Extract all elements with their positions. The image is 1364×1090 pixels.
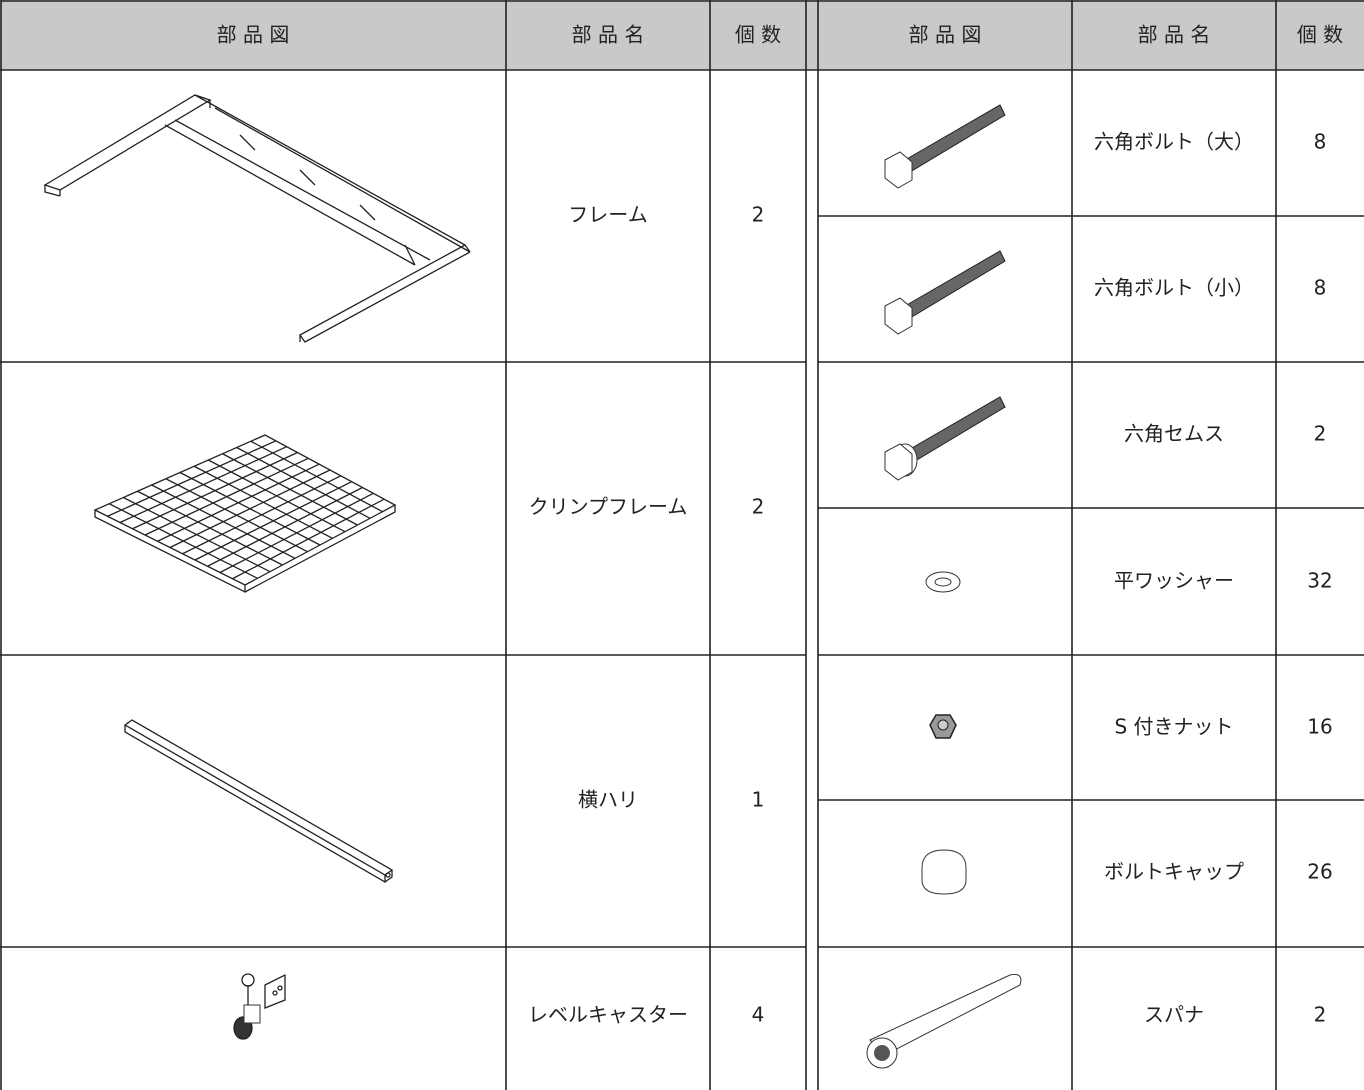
part-count: 4 (752, 1003, 765, 1027)
part-name: ボルトキャップ (1104, 860, 1244, 884)
part-count: 26 (1307, 860, 1332, 884)
part-count: 8 (1314, 130, 1327, 154)
part-count: 2 (1314, 422, 1327, 446)
part-name: フレーム (568, 203, 647, 227)
part-count: 32 (1307, 569, 1332, 593)
part-count: 2 (752, 495, 765, 519)
part-name: クリンプフレーム (529, 495, 688, 519)
crimp-frame-illustration (93, 434, 397, 594)
part-count: 16 (1307, 715, 1332, 739)
part-count: 8 (1314, 276, 1327, 300)
header-cell: 部 品 図 (909, 23, 982, 47)
frame-illustration (43, 94, 471, 343)
part-name: 平ワッシャー (1114, 569, 1234, 593)
part-name: レベルキャスター (528, 1003, 688, 1027)
part-count: 2 (1314, 1003, 1327, 1027)
part-count: 2 (752, 203, 765, 227)
part-name: S 付きナット (1114, 715, 1233, 739)
header-cell: 部 品 図 (217, 23, 290, 47)
caster-illustration (233, 973, 286, 1040)
part-name: 六角セムス (1124, 422, 1224, 446)
header-cell: 個 数 (735, 23, 781, 47)
mesh (107, 440, 385, 580)
part-name: 六角ボルト（大） (1094, 130, 1254, 154)
part-name: 六角ボルト（小） (1094, 276, 1254, 300)
header-bg (0, 0, 1364, 70)
header-cell: 部 品 名 (572, 23, 645, 47)
part-name: 横ハリ (578, 788, 638, 812)
header-cell: 部 品 名 (1138, 23, 1211, 47)
part-name: スパナ (1144, 1003, 1204, 1027)
part-count: 1 (752, 788, 765, 812)
beam-illustration (123, 719, 394, 884)
bolt-illustrations (866, 104, 1022, 1069)
header-cell: 個 数 (1297, 23, 1343, 47)
